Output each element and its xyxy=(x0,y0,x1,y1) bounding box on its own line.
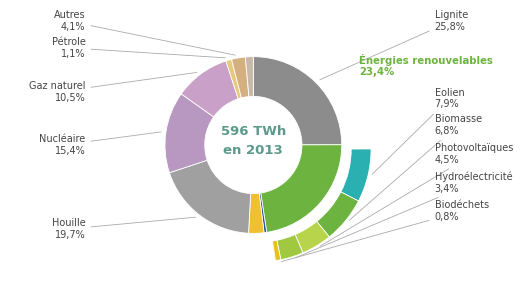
Wedge shape xyxy=(165,94,214,173)
Wedge shape xyxy=(170,160,251,233)
Wedge shape xyxy=(341,149,371,201)
Wedge shape xyxy=(277,235,303,260)
Text: Hydroélectricité
3,4%: Hydroélectricité 3,4% xyxy=(295,171,512,258)
Wedge shape xyxy=(317,192,358,237)
Text: Houille
19,7%: Houille 19,7% xyxy=(52,217,196,240)
Text: Gaz naturel
10,5%: Gaz naturel 10,5% xyxy=(29,72,197,103)
Text: 596 TWh
en 2013: 596 TWh en 2013 xyxy=(220,125,286,157)
Wedge shape xyxy=(245,57,253,97)
Wedge shape xyxy=(226,59,241,99)
Text: Pétrole
1,1%: Pétrole 1,1% xyxy=(51,37,225,59)
Wedge shape xyxy=(232,57,249,98)
Text: Lignite
25,8%: Lignite 25,8% xyxy=(320,10,468,80)
Text: Énergies renouvelables
23,4%: Énergies renouvelables 23,4% xyxy=(359,54,493,77)
Text: Biodéchets
0,8%: Biodéchets 0,8% xyxy=(281,200,489,262)
Wedge shape xyxy=(249,193,264,233)
Wedge shape xyxy=(253,57,342,145)
Wedge shape xyxy=(261,145,342,232)
Wedge shape xyxy=(272,240,281,261)
Wedge shape xyxy=(181,61,238,117)
Text: Nucléaire
15,4%: Nucléaire 15,4% xyxy=(39,132,161,156)
Text: Eolien
7,9%: Eolien 7,9% xyxy=(372,88,464,174)
Text: Autres
4,1%: Autres 4,1% xyxy=(54,10,235,55)
Wedge shape xyxy=(295,222,329,253)
Wedge shape xyxy=(259,193,267,233)
Text: Biomasse
6,8%: Biomasse 6,8% xyxy=(350,114,482,220)
Text: Photovoltaïques
4,5%: Photovoltaïques 4,5% xyxy=(320,143,513,246)
